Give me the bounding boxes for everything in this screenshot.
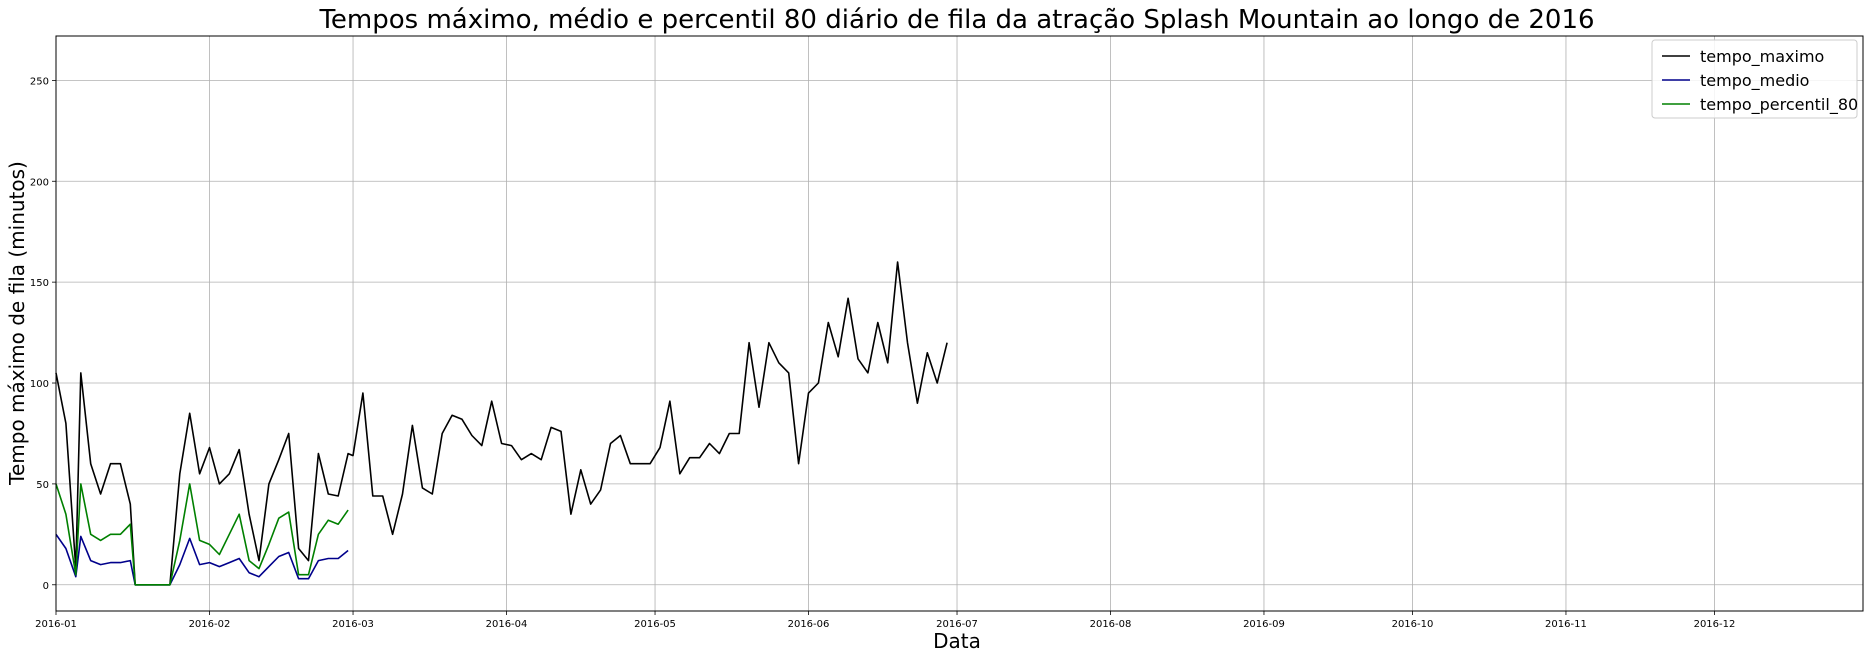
series-line-tempo-medio xyxy=(55,533,349,586)
x-tick-label: 2016-07 xyxy=(936,619,978,630)
x-tick-label: 2016-04 xyxy=(486,619,528,630)
x-axis: 2016-01 2016-02 2016-03 2016-04 2016-05 2016-… xyxy=(35,611,1735,630)
y-tick-label: 100 xyxy=(30,379,49,390)
y-tick-label: 150 xyxy=(30,278,49,289)
x-tick-label: 2016-08 xyxy=(1090,619,1132,630)
series-line-tempo-percentil-80 xyxy=(55,483,349,586)
x-axis-title: Data xyxy=(933,629,981,653)
legend-label: tempo_maximo xyxy=(1700,47,1824,67)
y-tick-label: 250 xyxy=(30,76,49,87)
x-tick-label: 2016-09 xyxy=(1243,619,1285,630)
chart-title: Tempos máximo, médio e percentil 80 diár… xyxy=(318,5,1594,35)
x-tick-label: 2016-02 xyxy=(189,619,231,630)
grid-lines xyxy=(55,36,1863,611)
y-tick-label: 0 xyxy=(43,581,49,592)
x-tick-label: 2016-12 xyxy=(1694,619,1736,630)
legend-label: tempo_medio xyxy=(1700,71,1809,91)
legend-label: tempo_percentil_80 xyxy=(1700,95,1858,115)
series-layer xyxy=(55,261,948,586)
legend-box xyxy=(1651,39,1858,119)
y-axis-title: Tempo máximo de fila (minutos) xyxy=(5,161,29,486)
legend: tempo_maximo tempo_medio tempo_percentil_8… xyxy=(1651,39,1858,119)
x-tick-label: 2016-10 xyxy=(1392,619,1434,630)
y-axis: 0 50 100 150 200 250 xyxy=(30,76,56,592)
y-tick-label: 50 xyxy=(36,480,49,491)
plot-frame xyxy=(55,35,1864,612)
x-tick-label: 2016-01 xyxy=(35,619,77,630)
x-tick-label: 2016-05 xyxy=(634,619,676,630)
series-line-tempo-maximo xyxy=(55,261,948,586)
y-tick-label: 200 xyxy=(30,177,49,188)
x-tick-label: 2016-11 xyxy=(1545,619,1587,630)
x-tick-label: 2016-03 xyxy=(332,619,374,630)
x-tick-label: 2016-06 xyxy=(788,619,830,630)
